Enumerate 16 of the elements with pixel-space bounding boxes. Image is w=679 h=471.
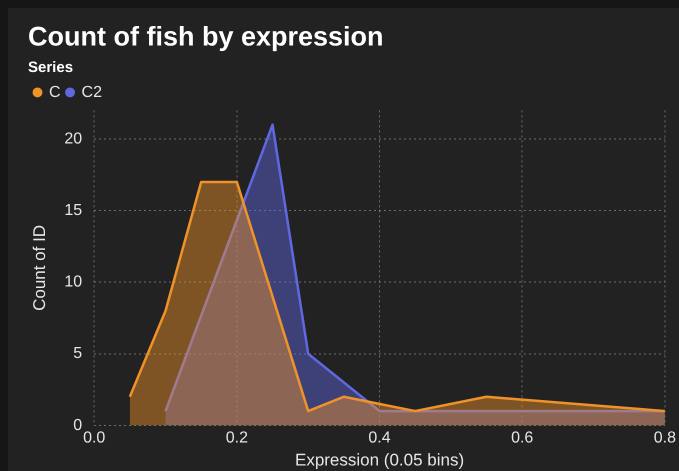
x-tick-label: 0.2 (226, 429, 248, 446)
y-tick-label: 10 (64, 274, 82, 291)
y-axis-title: Count of ID (30, 224, 49, 311)
chart-title: Count of fish by expression (28, 22, 384, 52)
legend-label: C (49, 84, 61, 101)
x-axis-title: Expression (0.05 bins) (294, 450, 464, 470)
x-tick-label: 0.4 (368, 429, 391, 446)
y-tick-label: 20 (64, 130, 82, 148)
legend-title: Series (28, 59, 74, 76)
y-tick-label: 15 (64, 202, 82, 220)
x-tick-label: 0.8 (654, 429, 676, 446)
x-tick-label: 0.0 (83, 429, 106, 446)
x-tick-label: 0.6 (511, 429, 534, 446)
y-tick-label: 5 (73, 345, 82, 362)
y-tick-label: 0 (73, 416, 82, 434)
legend-label: C2 (82, 84, 102, 101)
